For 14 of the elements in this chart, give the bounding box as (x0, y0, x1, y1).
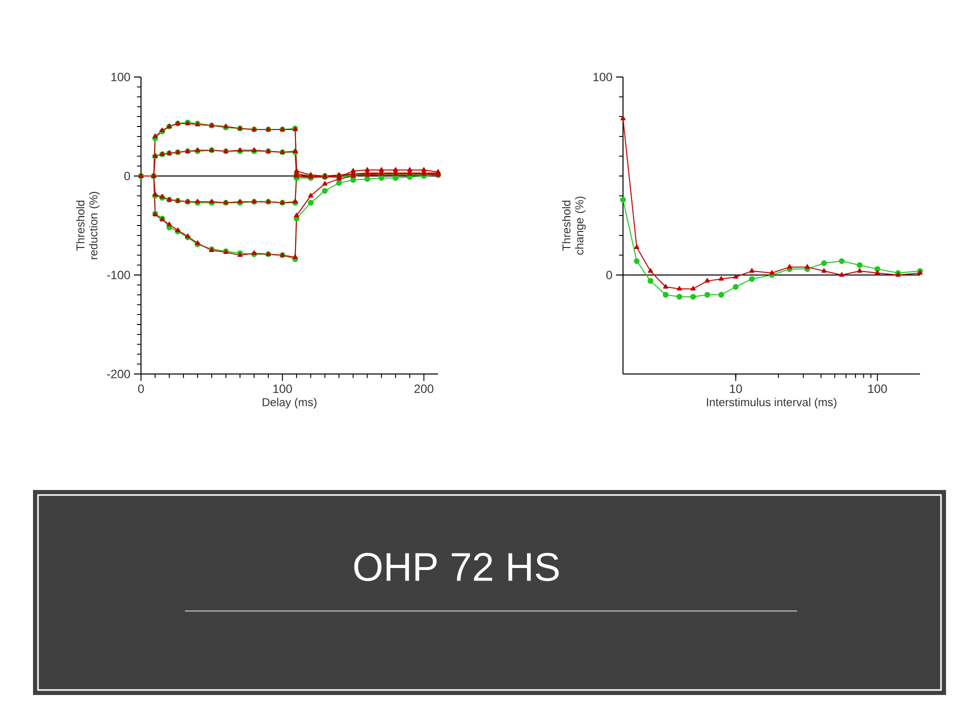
y-axis-title: Threshold reduction (%) (76, 192, 100, 260)
y-tick-label: 100 (111, 72, 130, 82)
text: OHP 72 HS (354, 552, 559, 582)
x-tick-label: 100 (868, 384, 887, 393)
y-tick-label: -200 (107, 370, 130, 378)
y-axis-title: Threshold change (%) (562, 196, 586, 255)
x-tick-label: 10 (730, 384, 742, 393)
x-tick-label: 0 (138, 384, 144, 393)
y-tick-label: -100 (107, 270, 130, 280)
y-tick-label: 0 (124, 172, 130, 180)
x-tick-label: 200 (414, 384, 434, 393)
x-axis-title: Interstimulus interval (ms) (706, 398, 836, 408)
x-tick-label: 100 (273, 384, 292, 393)
x-axis-title: Delay (ms) (262, 398, 316, 408)
